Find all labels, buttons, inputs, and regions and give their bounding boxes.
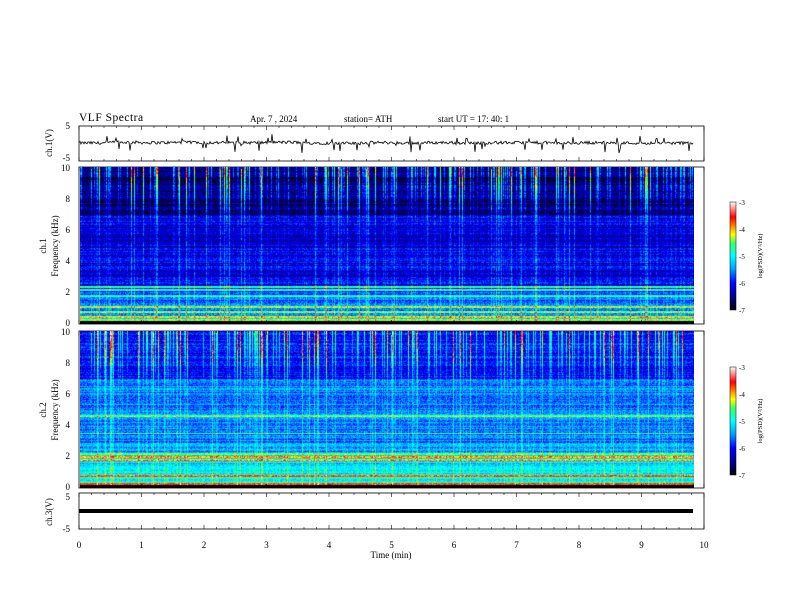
xtick-label: 2 — [202, 540, 207, 550]
colorbar-2-ticks: -3 -4 -5 -6 -7 — [739, 364, 745, 480]
xtick-label: 10 — [700, 540, 710, 550]
ytick-label: 8 — [66, 194, 71, 204]
colorbar-tick: -5 — [739, 418, 745, 426]
date-label: Apr. 7 , 2024 — [250, 114, 298, 124]
ytick-label: 0 — [66, 482, 71, 492]
ch1-spec-ylabel: Frequency (kHz) — [50, 215, 60, 276]
colorbar-tick: -5 — [739, 253, 745, 261]
ytick-label: 4 — [66, 420, 71, 430]
ch2-spec-ylabel: Frequency (kHz) — [50, 379, 60, 440]
colorbar-tick: -7 — [739, 307, 745, 315]
xtick-label: 1 — [139, 540, 144, 550]
ch2-spec-yticks: 10 8 6 4 2 0 — [61, 327, 71, 492]
ytick-label: -5 — [63, 524, 71, 534]
ytick-label: -5 — [63, 153, 71, 163]
ytick-label: 8 — [66, 358, 71, 368]
xtick-label: 0 — [77, 540, 82, 550]
ch1-spectrogram — [80, 167, 694, 324]
x-axis-label: Time (min) — [371, 550, 412, 560]
xtick-label: 6 — [452, 540, 457, 550]
ch3-wave-yticks: 5 -5 — [63, 492, 71, 534]
ytick-label: 6 — [66, 225, 71, 235]
ytick-label: 4 — [66, 256, 71, 266]
xtick-label: 7 — [514, 540, 519, 550]
colorbar-2-label: log(PSD)(V²/Hz) — [757, 399, 764, 444]
colorbar-tick: -4 — [739, 226, 745, 234]
ch3-trace — [79, 509, 693, 513]
colorbar-1 — [729, 201, 737, 311]
xtick-label: 4 — [327, 540, 332, 550]
colorbar-tick: -6 — [739, 280, 745, 288]
ch3-wave-ylabel: ch.3(V) — [44, 498, 54, 526]
start-ut-label: start UT = 17: 40: 1 — [438, 114, 510, 124]
ytick-label: 10 — [61, 163, 71, 173]
colorbar-tick: -4 — [739, 391, 745, 399]
xtick-label: 9 — [639, 540, 644, 550]
ch1-wave-yticks: 5 -5 — [63, 121, 71, 163]
ytick-label: 5 — [66, 492, 71, 502]
colorbar-1-label: log(PSD)(V²/Hz) — [757, 234, 764, 279]
colorbar-tick: -3 — [739, 364, 745, 372]
x-axis-ticks — [78, 126, 705, 529]
ch1-spec-yticks: 10 8 6 4 2 0 — [61, 163, 71, 328]
ch2-spectrogram — [80, 331, 694, 488]
colorbar-tick: -6 — [739, 445, 745, 453]
ch1-wave-ylabel: ch.1(V) — [44, 129, 54, 157]
ytick-label: 10 — [61, 327, 71, 337]
ch1-trace — [78, 134, 694, 154]
chart-title: VLF Spectra — [79, 112, 144, 124]
colorbar-tick: -3 — [739, 199, 745, 207]
xtick-label: 8 — [577, 540, 582, 550]
ytick-label: 5 — [66, 121, 71, 131]
ytick-label: 2 — [66, 287, 71, 297]
ytick-label: 6 — [66, 389, 71, 399]
station-label: station= ATH — [344, 114, 393, 124]
xtick-label: 3 — [264, 540, 269, 550]
xtick-label: 5 — [389, 540, 394, 550]
ytick-label: 0 — [66, 318, 71, 328]
colorbar-tick: -7 — [739, 472, 745, 480]
x-tick-labels: 0 1 2 3 4 5 6 7 8 9 10 — [77, 540, 709, 550]
colorbar-2 — [729, 366, 737, 476]
ch2-spec-ylabel-top: ch.2 — [38, 402, 48, 417]
ytick-label: 2 — [66, 451, 71, 461]
ch1-spec-ylabel-top: ch.1 — [38, 238, 48, 253]
colorbar-1-ticks: -3 -4 -5 -6 -7 — [739, 199, 745, 315]
